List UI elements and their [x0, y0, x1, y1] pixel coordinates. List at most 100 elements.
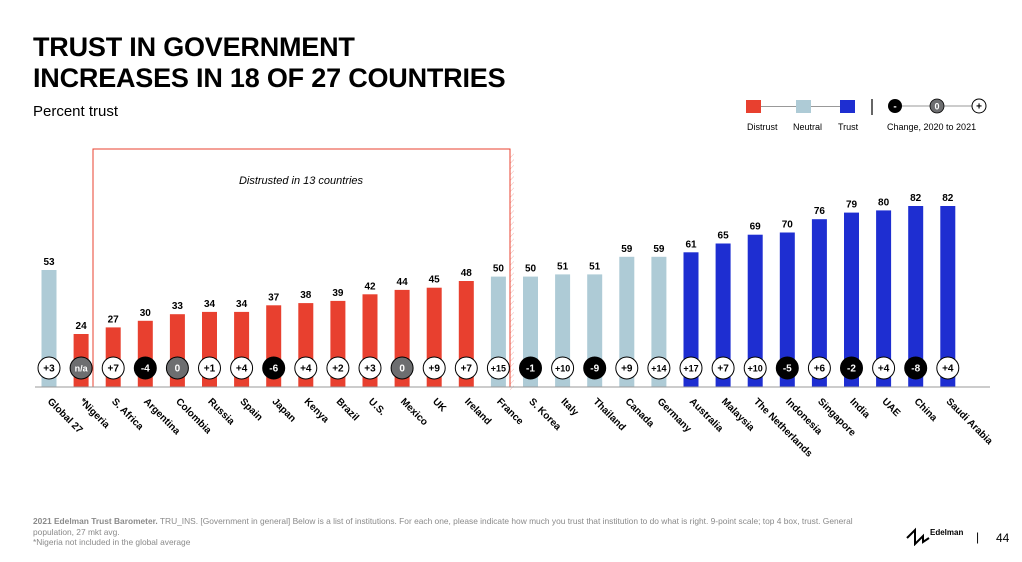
page-number: 44 — [996, 531, 1010, 545]
change-circle — [936, 356, 960, 380]
change-circle — [615, 356, 639, 380]
value-label: 59 — [653, 244, 665, 255]
nigeria-note: *Nigeria not included in the global aver… — [33, 537, 191, 547]
category-label: S. Africa — [109, 396, 146, 433]
value-label: 76 — [814, 206, 826, 217]
bar — [779, 232, 795, 387]
bar — [811, 219, 827, 387]
change-circle — [230, 356, 254, 380]
bar — [715, 243, 731, 387]
value-label: 51 — [557, 261, 569, 272]
change-circle — [390, 356, 414, 380]
change-label: +2 — [332, 364, 344, 375]
value-label: 65 — [718, 231, 730, 242]
change-label: +7 — [107, 364, 119, 375]
change-label: +3 — [364, 364, 376, 375]
value-label: 80 — [878, 197, 890, 208]
change-label: +10 — [555, 364, 570, 374]
change-circle — [262, 356, 286, 380]
change-label: +3 — [43, 364, 55, 375]
value-label: 82 — [942, 193, 954, 204]
category-label: UAE — [879, 396, 902, 419]
value-label: 48 — [461, 268, 473, 279]
category-label: India — [847, 396, 872, 421]
value-label: 34 — [236, 299, 248, 310]
change-label: +17 — [683, 364, 698, 374]
change-circle — [743, 356, 767, 380]
value-label: 30 — [140, 308, 152, 319]
change-label: -4 — [141, 364, 150, 375]
value-label: 53 — [43, 257, 55, 268]
change-circle — [775, 356, 799, 380]
category-label: Australia — [687, 396, 725, 434]
change-circle — [551, 356, 575, 380]
change-label: -8 — [911, 364, 920, 375]
page-title: TRUST IN GOVERNMENT INCREASES IN 18 OF 2… — [33, 32, 506, 94]
title-line-1: TRUST IN GOVERNMENT — [33, 32, 355, 62]
change-label: +7 — [461, 364, 473, 375]
change-circle — [519, 356, 542, 380]
change-label: +9 — [428, 364, 440, 375]
change-label: +6 — [814, 364, 826, 375]
distrust-highlight-shadow — [510, 152, 514, 390]
change-circle — [198, 356, 221, 380]
value-label: 27 — [108, 314, 120, 325]
change-label: -2 — [847, 364, 856, 375]
bar — [876, 210, 892, 387]
category-label: Italy — [558, 396, 580, 418]
category-label: Kenya — [302, 396, 331, 425]
change-label: -6 — [269, 364, 278, 375]
value-label: 79 — [846, 200, 858, 211]
change-circle — [454, 356, 478, 380]
bar — [651, 256, 667, 387]
change-circle — [422, 356, 446, 380]
change-circle — [486, 356, 510, 380]
value-label: 45 — [429, 275, 441, 286]
category-label: Brazil — [334, 396, 361, 423]
change-circle — [358, 356, 382, 380]
value-label: 51 — [589, 261, 601, 272]
value-label: 59 — [621, 244, 633, 255]
change-circle — [583, 356, 607, 380]
value-label: 37 — [268, 292, 280, 303]
change-label: +10 — [748, 364, 763, 374]
value-label: 50 — [525, 264, 537, 275]
category-label: Malaysia — [719, 396, 757, 434]
change-circle — [647, 356, 671, 380]
value-label: 39 — [332, 288, 344, 299]
category-label: Spain — [237, 396, 264, 423]
change-label: +4 — [236, 364, 248, 375]
value-label: 82 — [910, 193, 922, 204]
change-label: +4 — [300, 364, 312, 375]
change-label: +7 — [717, 364, 729, 375]
bar — [908, 206, 924, 387]
value-label: 24 — [76, 321, 88, 332]
footer-divider: | — [976, 530, 980, 544]
category-label: Saudi Arabia — [944, 396, 995, 447]
value-label: 61 — [685, 239, 697, 250]
change-label: +4 — [878, 364, 890, 375]
change-circle — [711, 356, 735, 380]
change-label: 0 — [399, 364, 405, 375]
change-circle — [807, 356, 831, 380]
change-circle — [872, 356, 896, 380]
brand-name: Edelman — [930, 528, 964, 537]
change-circle — [294, 356, 318, 380]
value-label: 69 — [750, 222, 762, 233]
source-footnote: 2021 Edelman Trust Barometer. TRU_INS. [… — [33, 516, 863, 548]
source-text: TRU_INS. [Government in general] Below i… — [33, 516, 853, 537]
bar — [747, 234, 763, 387]
title-line-2: INCREASES IN 18 OF 27 COUNTRIES — [33, 63, 506, 93]
change-label: +9 — [621, 364, 633, 375]
bar — [683, 252, 699, 387]
change-label: n/a — [75, 364, 89, 374]
change-circle — [165, 356, 189, 380]
category-label: Russia — [205, 396, 236, 427]
change-label: +15 — [491, 364, 506, 374]
category-label: UK — [430, 396, 449, 415]
change-circle — [37, 356, 61, 380]
distrust-annotation: Distrusted in 13 countries — [239, 175, 364, 187]
category-label: Mexico — [398, 396, 430, 428]
change-label: +1 — [204, 364, 216, 375]
